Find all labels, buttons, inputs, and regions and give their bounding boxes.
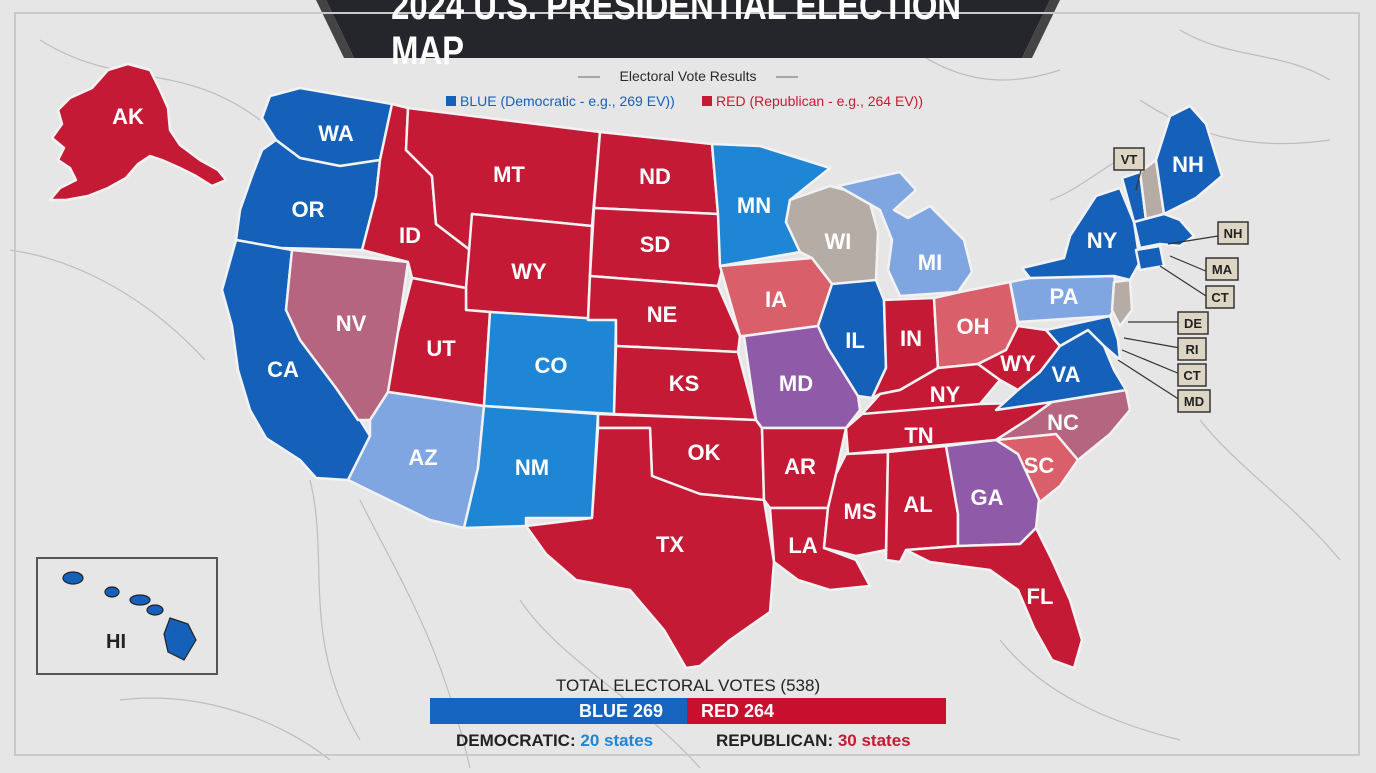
republican-summary: REPUBLICAN: 30 states bbox=[716, 731, 911, 751]
label-tn: TN bbox=[904, 423, 933, 448]
legend-blue-swatch bbox=[446, 96, 456, 106]
label-ga: GA bbox=[971, 485, 1004, 510]
label-nc: NC bbox=[1047, 410, 1079, 435]
state-me[interactable] bbox=[1154, 104, 1224, 216]
state-mi[interactable] bbox=[836, 170, 974, 298]
callout-ct-1: CT bbox=[1211, 290, 1228, 305]
label-ny: NY bbox=[1087, 228, 1118, 253]
state-ak[interactable] bbox=[48, 62, 228, 202]
label-oh: OH bbox=[957, 314, 990, 339]
state-ct[interactable] bbox=[1134, 244, 1166, 272]
label-mn: MN bbox=[737, 193, 771, 218]
label-wv: WY bbox=[1000, 351, 1036, 376]
legend-title: Electoral Vote Results bbox=[619, 68, 757, 84]
title-banner-edge-right bbox=[1022, 0, 1060, 58]
hawaii-inset-box bbox=[36, 557, 218, 675]
label-nd: ND bbox=[639, 164, 671, 189]
callout-boxes bbox=[1113, 147, 1249, 413]
label-ne: NE bbox=[647, 302, 678, 327]
label-md-west: MD bbox=[779, 371, 813, 396]
callout-vt: VT bbox=[1121, 152, 1138, 167]
label-ia: IA bbox=[765, 287, 787, 312]
democratic-label: DEMOCRATIC: bbox=[456, 731, 576, 750]
callout-ma: MA bbox=[1212, 262, 1233, 277]
state-fl[interactable] bbox=[904, 526, 1084, 670]
label-sc: SC bbox=[1024, 453, 1055, 478]
label-ms: MS bbox=[844, 499, 877, 524]
label-wi: WI bbox=[825, 229, 852, 254]
label-mt: MT bbox=[493, 162, 525, 187]
label-ks: KS bbox=[669, 371, 700, 396]
legend-red-label: RED (Republican - e.g., 264 EV)) bbox=[716, 93, 923, 109]
label-co: CO bbox=[535, 353, 568, 378]
label-ut: UT bbox=[426, 336, 456, 361]
red-ev-bar: RED 264 bbox=[687, 698, 946, 724]
label-pa: PA bbox=[1050, 284, 1079, 309]
label-nm: NM bbox=[515, 455, 549, 480]
republican-label: REPUBLICAN: bbox=[716, 731, 834, 750]
legend-blue-label: BLUE (Democratic - e.g., 269 EV)) bbox=[460, 93, 675, 109]
callout-ri: RI bbox=[1186, 342, 1199, 357]
state-md-small[interactable] bbox=[1044, 314, 1122, 362]
label-wy: WY bbox=[511, 259, 547, 284]
democratic-states-count: 20 states bbox=[580, 731, 654, 750]
page-title: 2024 U.S. PRESIDENTIAL ELECTION MAP bbox=[391, 0, 962, 73]
label-tx: TX bbox=[656, 532, 684, 557]
state-nv[interactable] bbox=[284, 248, 410, 422]
democratic-summary: DEMOCRATIC: 20 states bbox=[456, 731, 653, 751]
label-ca: CA bbox=[267, 357, 299, 382]
totals-title: TOTAL ELECTORAL VOTES (538) bbox=[555, 676, 821, 695]
callout-nh: NH bbox=[1224, 226, 1243, 241]
label-or: OR bbox=[292, 197, 325, 222]
state-ny[interactable] bbox=[1020, 186, 1142, 282]
hawaii-islands[interactable] bbox=[62, 571, 197, 661]
label-la: LA bbox=[788, 533, 817, 558]
label-az: AZ bbox=[408, 445, 437, 470]
republican-states-count: 30 states bbox=[837, 731, 911, 750]
blue-ev-bar: BLUE 269 bbox=[430, 698, 687, 724]
label-sd: SD bbox=[640, 232, 671, 257]
label-il: IL bbox=[845, 328, 865, 353]
label-in: IN bbox=[900, 326, 922, 351]
state-labels: AK WA OR CA ID NV MT WY UT CO AZ NM ND S… bbox=[112, 104, 1204, 609]
state-tx[interactable] bbox=[524, 426, 776, 670]
label-hi: HI bbox=[106, 631, 126, 653]
label-ar: AR bbox=[784, 454, 816, 479]
label-mi: MI bbox=[918, 250, 942, 275]
label-fl: FL bbox=[1027, 584, 1054, 609]
callout-labels: VT NH MA CT DE RI CT MD bbox=[1121, 152, 1243, 409]
state-nj[interactable] bbox=[1110, 278, 1134, 328]
label-ky: NY bbox=[930, 382, 961, 407]
state-sd[interactable] bbox=[588, 206, 724, 288]
legend-red-swatch bbox=[702, 96, 712, 106]
label-va: VA bbox=[1052, 362, 1081, 387]
label-ak: AK bbox=[112, 104, 144, 129]
label-wa: WA bbox=[318, 121, 354, 146]
label-nv: NV bbox=[336, 311, 367, 336]
title-banner-edge bbox=[316, 0, 354, 58]
callout-md: MD bbox=[1184, 394, 1204, 409]
state-ma[interactable] bbox=[1132, 212, 1196, 250]
label-al: AL bbox=[903, 492, 932, 517]
label-id: ID bbox=[399, 223, 421, 248]
callout-de: DE bbox=[1184, 316, 1202, 331]
label-nh-main: NH bbox=[1172, 152, 1204, 177]
title-banner bbox=[326, 0, 1050, 58]
label-ok: OK bbox=[688, 440, 721, 465]
callout-ct-2: CT bbox=[1183, 368, 1200, 383]
